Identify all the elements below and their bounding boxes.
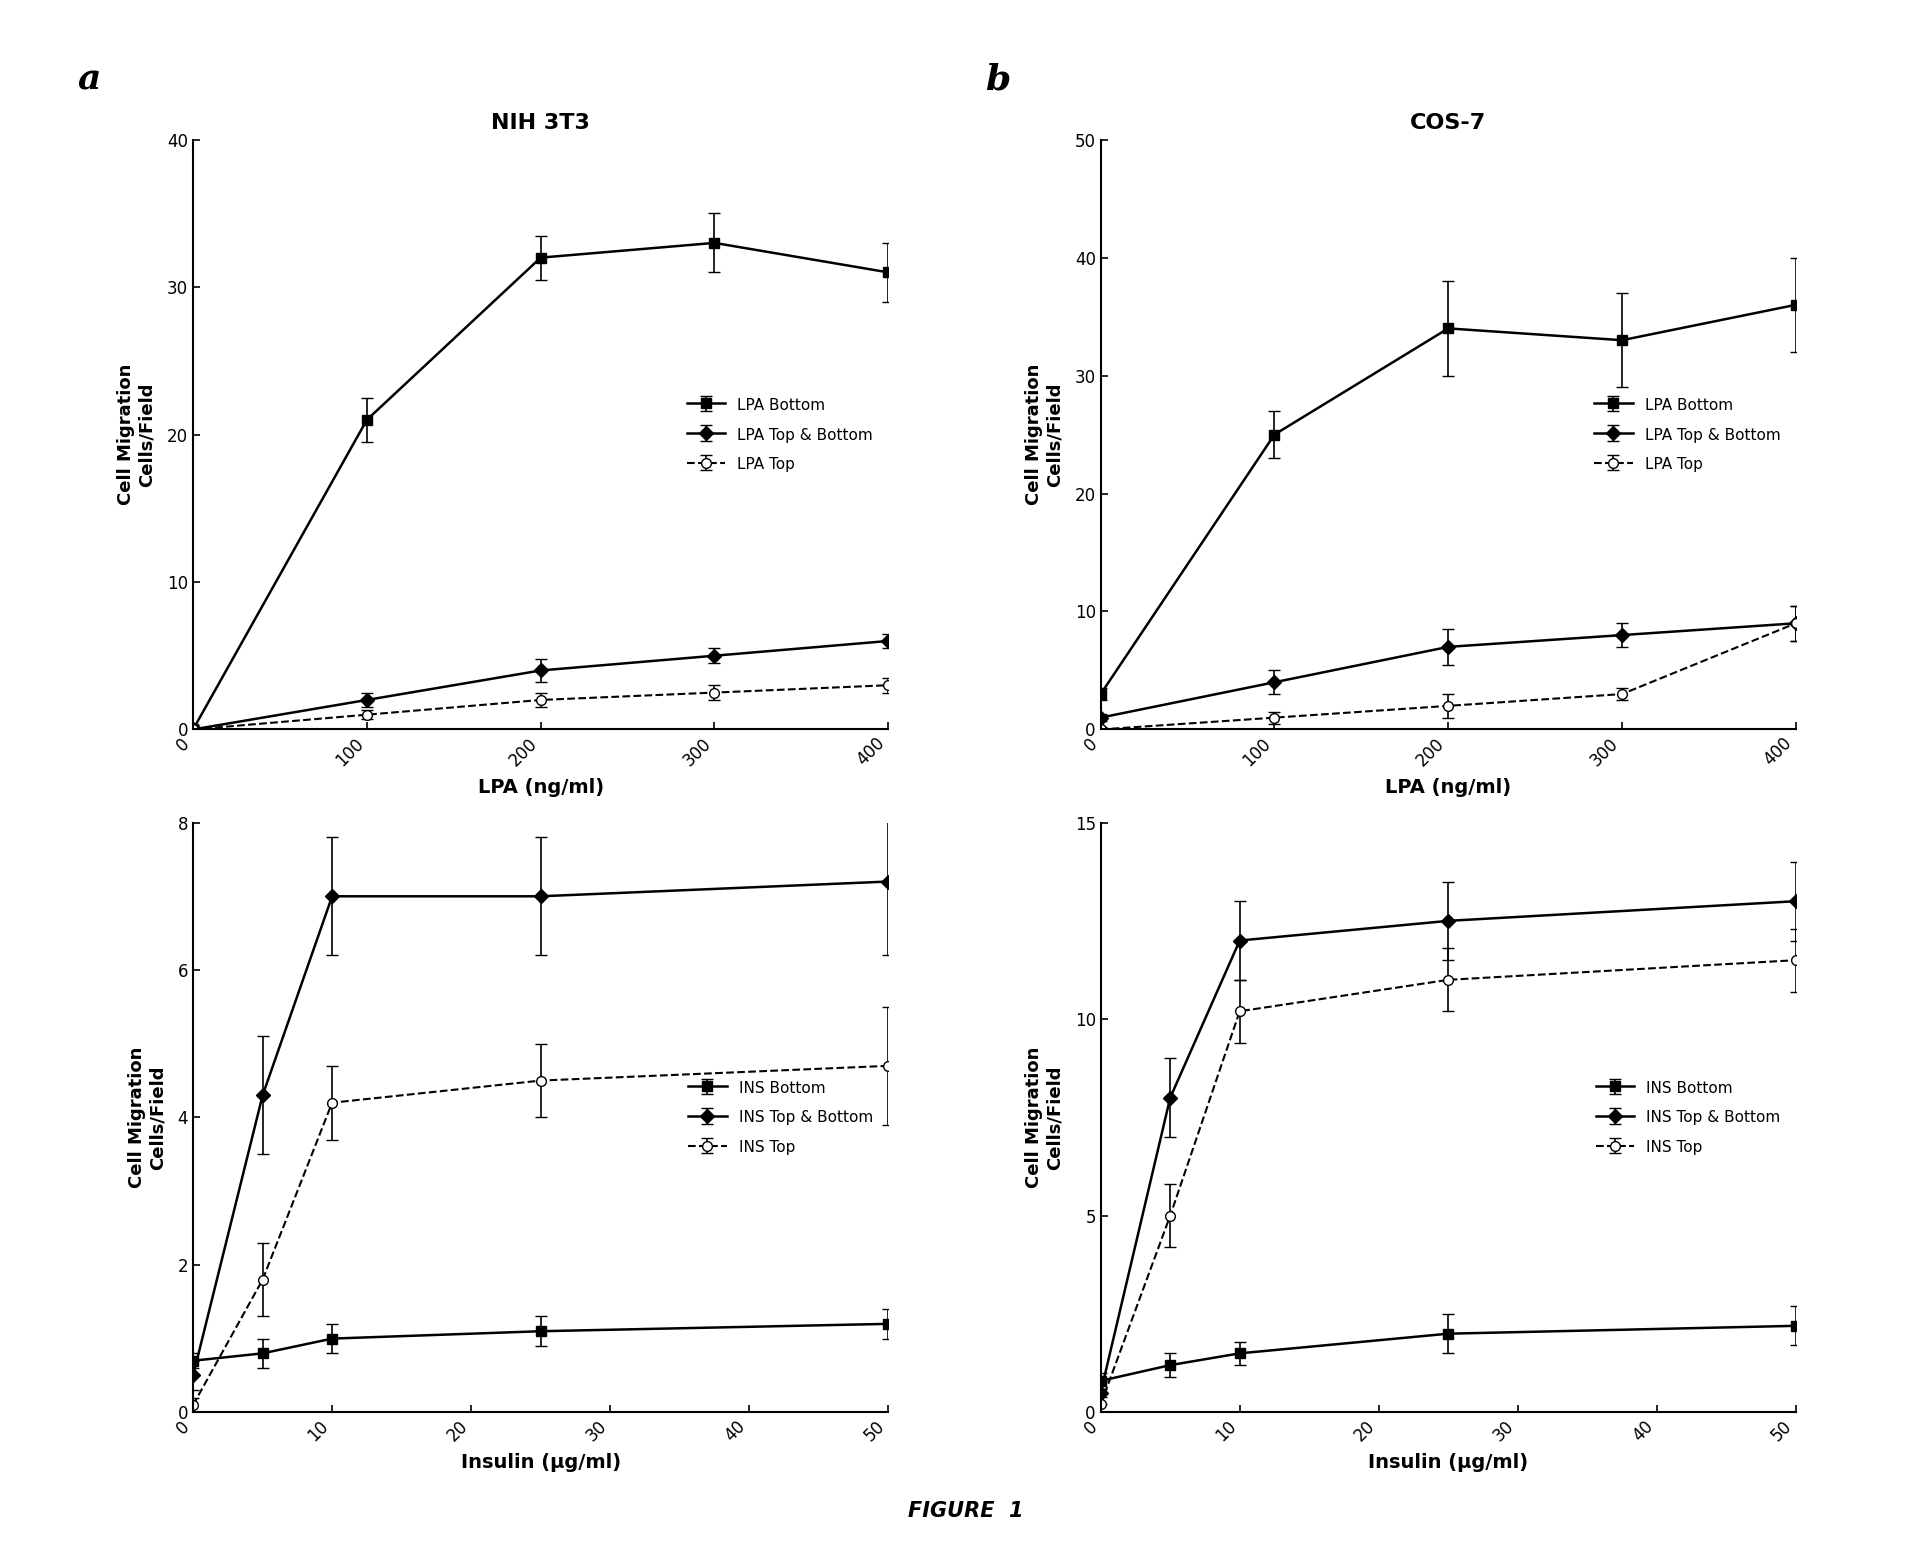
Text: b: b (984, 62, 1009, 96)
Y-axis label: Cell Migration
Cells/Field: Cell Migration Cells/Field (1025, 363, 1063, 506)
Text: FIGURE  1: FIGURE 1 (907, 1501, 1023, 1521)
Text: a: a (77, 62, 100, 96)
Title: NIH 3T3: NIH 3T3 (490, 113, 591, 132)
Legend: LPA Bottom, LPA Top & Bottom, LPA Top: LPA Bottom, LPA Top & Bottom, LPA Top (1586, 390, 1787, 480)
Legend: INS Bottom, INS Top & Bottom, INS Top: INS Bottom, INS Top & Bottom, INS Top (679, 1072, 880, 1162)
X-axis label: Insulin (μg/ml): Insulin (μg/ml) (1368, 1453, 1527, 1473)
Y-axis label: Cell Migration
Cells/Field: Cell Migration Cells/Field (118, 363, 156, 506)
X-axis label: Insulin (μg/ml): Insulin (μg/ml) (461, 1453, 620, 1473)
X-axis label: LPA (ng/ml): LPA (ng/ml) (477, 778, 604, 796)
X-axis label: LPA (ng/ml): LPA (ng/ml) (1384, 778, 1511, 796)
Y-axis label: Cell Migration
Cells/Field: Cell Migration Cells/Field (127, 1046, 166, 1189)
Legend: INS Bottom, INS Top & Bottom, INS Top: INS Bottom, INS Top & Bottom, INS Top (1586, 1072, 1787, 1162)
Title: COS-7: COS-7 (1409, 113, 1486, 132)
Legend: LPA Bottom, LPA Top & Bottom, LPA Top: LPA Bottom, LPA Top & Bottom, LPA Top (679, 390, 880, 480)
Y-axis label: Cell Migration
Cells/Field: Cell Migration Cells/Field (1025, 1046, 1063, 1189)
